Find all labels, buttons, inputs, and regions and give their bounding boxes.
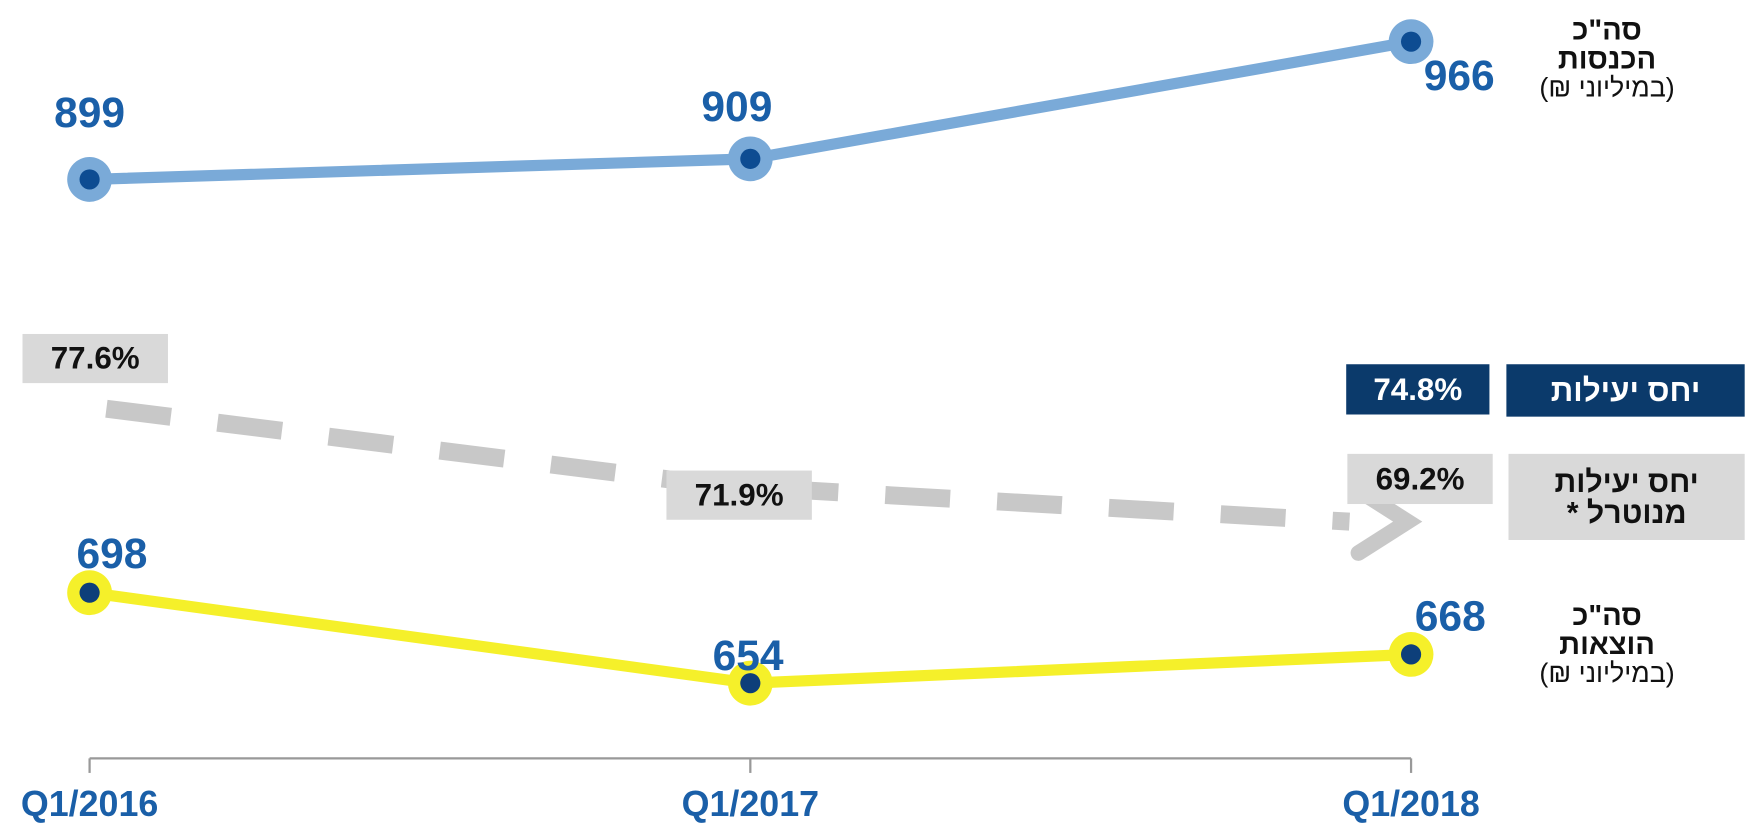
- marker-core: [79, 582, 100, 603]
- point-marker: [67, 570, 112, 616]
- value-label: 909: [701, 83, 772, 131]
- ratio-label: 77.6%: [22, 333, 168, 384]
- marker-core: [740, 673, 761, 694]
- marker-core: [1400, 644, 1422, 665]
- value-label: 899: [54, 89, 125, 137]
- point-marker: [727, 136, 773, 182]
- series-unit: (במיליוני ₪): [1539, 72, 1675, 103]
- ratio-label-box: 71.9%: [666, 470, 812, 520]
- series-name: סה"כ הוצאות(במיליוני ₪): [1495, 592, 1719, 698]
- series-name-box: סה"כ הוצאות (במיליוני ₪): [1495, 592, 1719, 698]
- value-label: 654: [713, 632, 784, 680]
- point-marker: [1388, 19, 1434, 65]
- value-label: 668: [1415, 593, 1486, 641]
- annotation-label-text: יחס יעילות: [1550, 372, 1701, 408]
- series-name-text: סה"כ הכנסות: [1557, 11, 1657, 75]
- series-name-box: סה"כ הכנסות (במיליוני ₪): [1495, 6, 1719, 112]
- annotation-label: יחס יעילות: [1506, 364, 1745, 417]
- x-tick-label: Q1/2017: [682, 784, 819, 824]
- ratio-legend-text: יחס יעילות מנוטרל *: [1554, 464, 1699, 530]
- annotation-value: 74.8%: [1346, 364, 1490, 415]
- ratio-label: 71.9%: [666, 470, 812, 520]
- ratio-label: 69.2%: [1347, 453, 1493, 505]
- annotation-value-box: 74.8%: [1346, 364, 1490, 415]
- value-label: 698: [76, 530, 147, 578]
- ratio-legend: יחס יעילות מנוטרל *: [1508, 453, 1745, 540]
- ratio-value-label: 69.2%: [1375, 461, 1465, 496]
- point-marker: [67, 157, 112, 202]
- annotation-value-text: 74.8%: [1373, 371, 1463, 407]
- x-tick-label: Q1/2018: [1342, 784, 1479, 824]
- ratio-value-label: 77.6%: [50, 340, 140, 376]
- value-label: 966: [1424, 52, 1495, 100]
- ratio-label-box: 77.6%: [22, 333, 168, 384]
- x-tick-label: Q1/2016: [21, 784, 158, 824]
- marker-core: [79, 169, 100, 190]
- annotation-label-box: יחס יעילות: [1506, 364, 1745, 417]
- ratio-label-box: 69.2%: [1347, 453, 1493, 505]
- point-marker: [1388, 631, 1434, 677]
- ratio-legend-box: יחס יעילות מנוטרל *: [1508, 453, 1745, 540]
- series-unit: (במיליוני ₪): [1539, 658, 1675, 689]
- point-marker: [727, 660, 773, 706]
- marker-core: [1400, 31, 1422, 52]
- marker-core: [740, 148, 761, 169]
- ratio-value-label: 71.9%: [694, 477, 784, 512]
- series-name-text: סה"כ הוצאות: [1559, 597, 1655, 661]
- series-name: סה"כ הכנסות(במיליוני ₪): [1495, 6, 1719, 112]
